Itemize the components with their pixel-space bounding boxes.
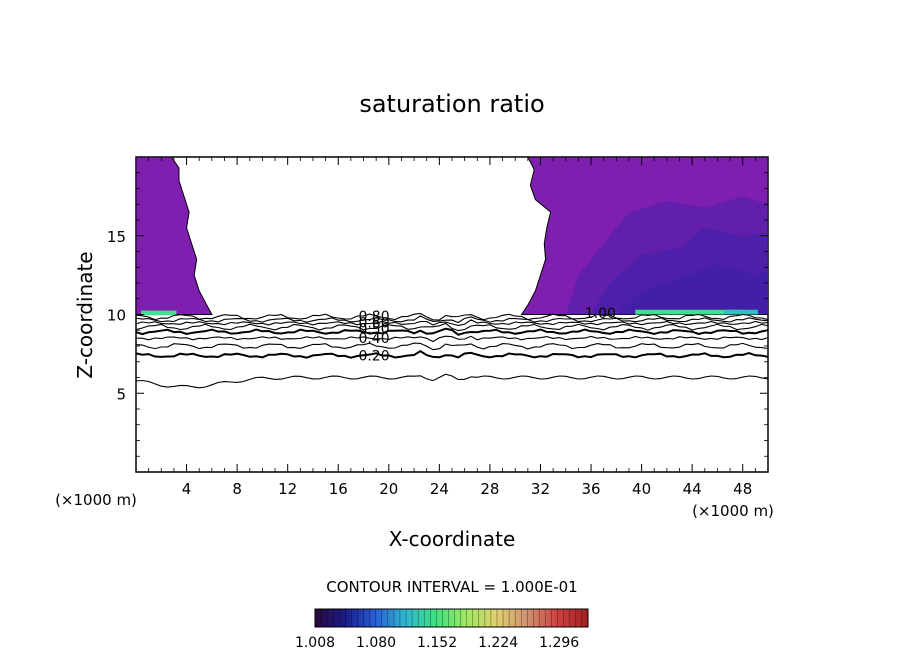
contour-line-0.1 xyxy=(135,373,769,389)
contour-labels: 0.800.600.500.400.20 1.00 xyxy=(358,306,615,365)
contour-line-0.6 xyxy=(135,322,769,332)
right-inner-contour-3 xyxy=(616,264,768,315)
contour-label: 0.20 xyxy=(358,348,389,364)
x-tick-label: 24 xyxy=(430,480,449,498)
x-axis-ticks: 4 8 12 16 20 24 28 32 36 40 44 48 xyxy=(148,157,756,498)
x-axis-label: X-coordinate xyxy=(389,527,516,551)
contour-interval-label: CONTOUR INTERVAL = 1.000E-01 xyxy=(326,578,577,596)
x-unit-label-right: (×1000 m) xyxy=(692,502,774,520)
contour-line-0.8 xyxy=(135,315,769,324)
contour-lines xyxy=(135,312,769,389)
colorbar-tick-label: 1.296 xyxy=(539,635,579,651)
right-high-saturation-spot xyxy=(723,309,758,315)
contour-line-0.2 xyxy=(135,350,769,359)
y-tick-label: 5 xyxy=(116,385,126,403)
contour-line-0.3 xyxy=(135,342,769,351)
y-tick-label: 15 xyxy=(107,228,126,246)
saturation-fill-layer xyxy=(135,156,769,316)
contour-line-0.5 xyxy=(135,327,769,336)
right-high-saturation-band xyxy=(635,309,743,315)
contour-label: 0.60 xyxy=(358,315,389,331)
x-tick-label: 4 xyxy=(182,480,192,498)
colorbar-tick-label: 1.152 xyxy=(417,635,457,651)
contour-line-0.9 xyxy=(135,312,769,321)
x-tick-label: 28 xyxy=(480,480,499,498)
x-tick-label: 8 xyxy=(232,480,242,498)
contour-label: 0.80 xyxy=(358,309,389,325)
y-axis-ticks: 5 10 15 xyxy=(107,172,768,457)
contour-line-0.4 xyxy=(136,335,769,343)
x-tick-label: 48 xyxy=(733,480,752,498)
contour-label: 1.00 xyxy=(585,306,616,322)
x-tick-label: 20 xyxy=(379,480,398,498)
colorbar-gradient xyxy=(314,608,589,628)
x-tick-label: 36 xyxy=(581,480,600,498)
colorbar-tick-label: 1.224 xyxy=(478,635,518,651)
contour-label: 0.50 xyxy=(358,322,389,338)
contour-label: 0.40 xyxy=(358,331,389,347)
x-tick-label: 16 xyxy=(329,480,348,498)
plot-area: 0.800.600.500.400.201.00 4 8 12 16 20 24 28 32 3… xyxy=(107,156,769,498)
chart-title: saturation ratio xyxy=(359,90,544,118)
y-tick-label: 10 xyxy=(107,307,126,325)
x-tick-label: 44 xyxy=(683,480,702,498)
colorbar-tick-label: 1.008 xyxy=(295,635,335,651)
y-axis-label: Z-coordinate xyxy=(73,251,97,378)
colorbar-tick-label: 1.080 xyxy=(356,635,396,651)
x-tick-label: 40 xyxy=(632,480,651,498)
left-supersaturated-region xyxy=(135,156,213,315)
contour-line-0.7 xyxy=(135,319,769,326)
x-unit-label-left: (×1000 m) xyxy=(55,491,137,509)
left-high-saturation-band xyxy=(141,310,177,316)
x-tick-label: 32 xyxy=(531,480,550,498)
colorbar-ticks: 1.008 1.080 1.152 1.224 1.296 xyxy=(295,609,589,651)
colorbar: 1.008 1.080 1.152 1.224 1.296 xyxy=(295,608,589,651)
x-tick-label: 12 xyxy=(278,480,297,498)
